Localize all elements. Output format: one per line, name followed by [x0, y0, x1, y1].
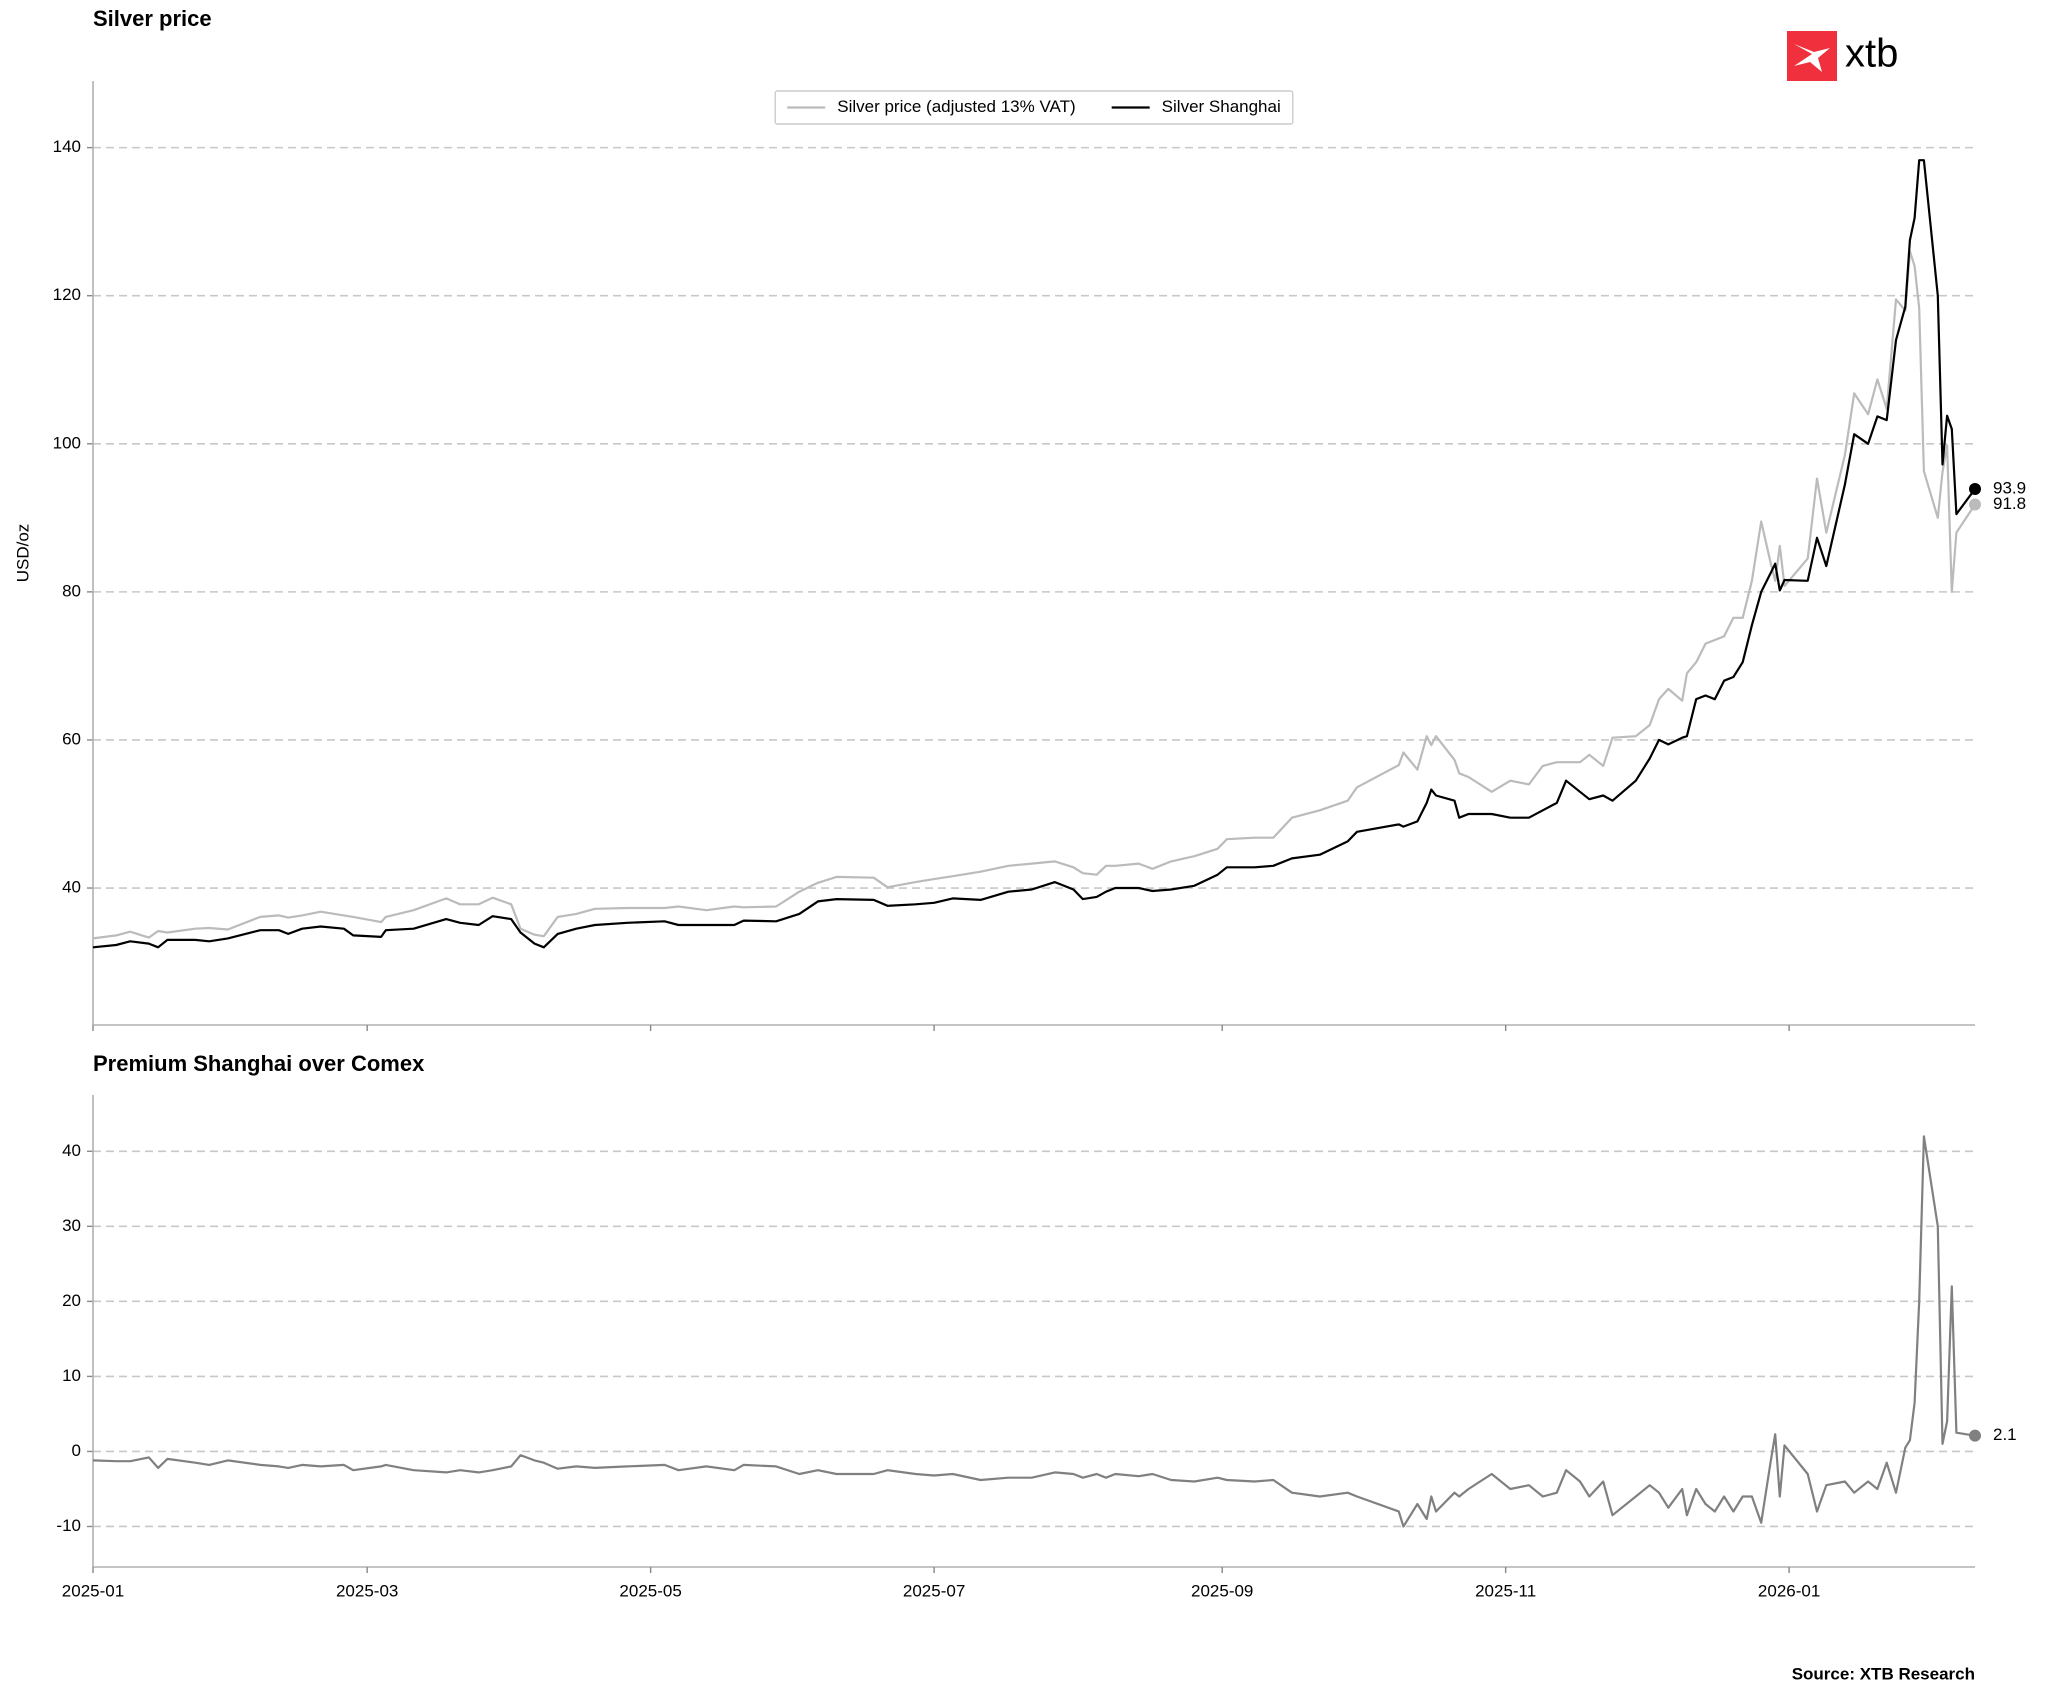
x-tick-label: 2025-01	[62, 1581, 124, 1600]
y-tick-label: -10	[56, 1516, 81, 1535]
y-tick-label: 30	[62, 1216, 81, 1235]
end-point	[1969, 1429, 1981, 1442]
logo-text: xtb	[1845, 32, 1898, 76]
y-tick-label: 60	[62, 729, 81, 748]
x-tick-label: 2025-05	[619, 1581, 681, 1600]
y-tick-label: 80	[62, 581, 81, 600]
x-tick-label: 2026-01	[1758, 1581, 1820, 1600]
chart-title: Premium Shanghai over Comex	[93, 1051, 425, 1076]
x-tick-label: 2025-03	[336, 1581, 398, 1600]
y-tick-label: 40	[62, 1141, 81, 1160]
data-line	[92, 250, 1976, 940]
data-line	[92, 1135, 1976, 1528]
legend: Silver price (adjusted 13% VAT) Silver Sh…	[774, 90, 1294, 125]
x-tick-label: 2025-11	[1475, 1581, 1536, 1600]
logo-glyph	[1794, 44, 1830, 72]
y-tick-label: 20	[62, 1291, 81, 1310]
y-tick-label: 10	[62, 1366, 81, 1385]
end-value-label: 91.8	[1993, 494, 2026, 513]
data-line	[92, 159, 1976, 949]
end-value-label: 93.9	[1993, 478, 2026, 497]
x-tick-label: 2025-09	[1191, 1581, 1253, 1600]
end-value-label: 2.1	[1993, 1425, 2017, 1444]
x-tick-label: 2025-07	[903, 1581, 965, 1600]
logo: xtb	[1787, 31, 1898, 81]
y-tick-label: 0	[72, 1441, 81, 1460]
legend-label: Silver Shanghai	[1162, 97, 1281, 116]
chart-title: Silver price	[93, 6, 212, 31]
y-tick-label: 40	[62, 878, 81, 897]
end-point	[1969, 482, 1981, 495]
source: Source: XTB Research	[1792, 1664, 1975, 1683]
y-tick-label: 140	[53, 137, 81, 156]
legend-box	[774, 90, 1294, 125]
y-axis-label: USD/oz	[13, 524, 32, 583]
y-tick-label: 120	[53, 285, 81, 304]
end-point	[1969, 498, 1981, 511]
legend-label: Silver price (adjusted 13% VAT)	[837, 97, 1075, 116]
y-tick-label: 100	[53, 433, 81, 452]
